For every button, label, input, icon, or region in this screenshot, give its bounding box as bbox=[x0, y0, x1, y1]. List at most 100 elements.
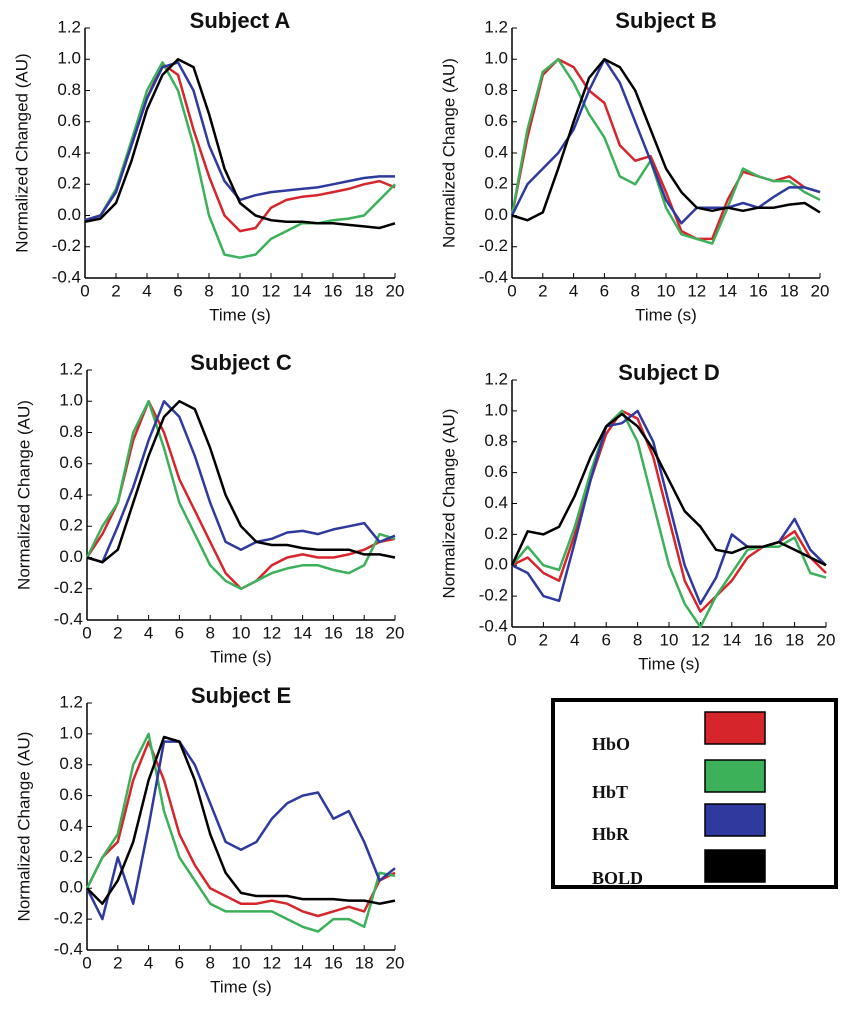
y-tick-label: 1.0 bbox=[59, 723, 83, 742]
series-line bbox=[511, 409, 827, 606]
y-tick-label: 0.4 bbox=[59, 816, 83, 835]
x-tick-label: 16 bbox=[324, 281, 343, 300]
x-tick-label: 10 bbox=[660, 630, 679, 649]
x-tick-label: 4 bbox=[142, 281, 151, 300]
legend-swatch bbox=[704, 759, 766, 793]
legend-box bbox=[551, 698, 838, 889]
x-tick-label: 12 bbox=[691, 630, 710, 649]
y-tick-label: -0.4 bbox=[54, 609, 83, 628]
x-tick-label: 6 bbox=[175, 953, 184, 972]
y-tick-label: 0.0 bbox=[59, 878, 83, 897]
x-tick-label: 18 bbox=[355, 281, 374, 300]
x-tick-label: 20 bbox=[386, 623, 405, 642]
series-line bbox=[510, 58, 821, 225]
y-tick-label: 0.8 bbox=[59, 754, 83, 773]
x-tick-label: 0 bbox=[82, 953, 91, 972]
x-tick-label: 0 bbox=[507, 281, 516, 300]
y-axis-label: Normalized Change (AU) bbox=[439, 409, 458, 599]
x-tick-label: 8 bbox=[630, 281, 639, 300]
y-tick-label: 0.4 bbox=[484, 493, 508, 512]
y-tick-label: 0.0 bbox=[59, 547, 83, 566]
x-tick-label: 18 bbox=[355, 953, 374, 972]
y-tick-label: -0.2 bbox=[54, 909, 83, 928]
x-tick-label: 14 bbox=[293, 953, 312, 972]
y-tick-label: 1.2 bbox=[59, 692, 83, 711]
x-tick-label: 12 bbox=[262, 281, 281, 300]
series-line bbox=[84, 58, 396, 230]
y-tick-label: 0.8 bbox=[484, 431, 508, 450]
chart-title: Subject B bbox=[615, 8, 716, 33]
x-tick-label: 20 bbox=[386, 953, 405, 972]
y-tick-label: 0.0 bbox=[484, 205, 508, 224]
x-tick-label: 8 bbox=[205, 953, 214, 972]
x-tick-label: 16 bbox=[754, 630, 773, 649]
x-tick-label: 20 bbox=[386, 281, 405, 300]
series-line bbox=[86, 735, 396, 905]
x-tick-label: 14 bbox=[718, 281, 737, 300]
x-tick-label: 20 bbox=[811, 281, 830, 300]
y-tick-label: 0.2 bbox=[57, 174, 81, 193]
y-tick-label: 0.0 bbox=[57, 205, 81, 224]
x-tick-label: 6 bbox=[173, 281, 182, 300]
y-tick-label: 1.0 bbox=[484, 49, 508, 68]
x-tick-label: 2 bbox=[539, 630, 548, 649]
legend-swatch bbox=[704, 849, 766, 883]
x-tick-label: 12 bbox=[687, 281, 706, 300]
x-tick-label: 10 bbox=[231, 281, 250, 300]
x-tick-label: 0 bbox=[82, 623, 91, 642]
series-line bbox=[85, 732, 396, 933]
x-tick-label: 0 bbox=[80, 281, 89, 300]
x-tick-label: 8 bbox=[204, 281, 213, 300]
x-tick-label: 14 bbox=[293, 281, 312, 300]
x-tick-label: 10 bbox=[232, 953, 251, 972]
x-axis-label: Time (s) bbox=[635, 305, 697, 324]
x-tick-label: 8 bbox=[205, 623, 214, 642]
y-tick-label: 0.4 bbox=[484, 142, 508, 161]
chart-title: Subject D bbox=[618, 360, 719, 385]
series-line bbox=[85, 400, 396, 591]
series-line bbox=[510, 58, 821, 245]
x-axis-label: Time (s) bbox=[209, 305, 271, 324]
x-tick-label: 6 bbox=[175, 623, 184, 642]
y-tick-label: 0.8 bbox=[59, 422, 83, 441]
y-tick-label: 0.2 bbox=[59, 847, 83, 866]
y-tick-label: 1.0 bbox=[57, 49, 81, 68]
series-line bbox=[510, 412, 827, 567]
series-line bbox=[84, 61, 396, 259]
y-tick-label: 1.2 bbox=[484, 369, 508, 388]
y-tick-label: 0.2 bbox=[484, 174, 508, 193]
x-tick-label: 10 bbox=[657, 281, 676, 300]
series-line bbox=[85, 740, 396, 921]
chart-title: Subject E bbox=[191, 683, 291, 708]
y-tick-label: -0.4 bbox=[479, 267, 508, 286]
x-tick-label: 8 bbox=[633, 630, 642, 649]
y-axis-label: Normalized Change (AU) bbox=[14, 400, 33, 590]
y-axis-label: Normalized Change (AU) bbox=[439, 58, 458, 248]
x-tick-label: 4 bbox=[144, 623, 153, 642]
y-tick-label: -0.2 bbox=[52, 236, 81, 255]
y-tick-label: -0.4 bbox=[52, 267, 81, 286]
y-tick-label: 0.6 bbox=[484, 462, 508, 481]
x-tick-label: 4 bbox=[569, 281, 578, 300]
y-tick-label: -0.2 bbox=[479, 586, 508, 605]
legend-label: HbO bbox=[592, 734, 630, 754]
y-tick-label: 1.2 bbox=[57, 17, 81, 36]
x-tick-label: 4 bbox=[570, 630, 579, 649]
x-tick-label: 14 bbox=[722, 630, 741, 649]
legend-swatch bbox=[704, 803, 766, 837]
x-tick-label: 12 bbox=[262, 953, 281, 972]
y-axis-label: Normalized Change (AU) bbox=[14, 732, 33, 922]
series-line bbox=[511, 58, 821, 222]
y-tick-label: 1.2 bbox=[484, 17, 508, 36]
series-line bbox=[510, 58, 821, 241]
x-tick-label: 14 bbox=[293, 623, 312, 642]
y-tick-label: -0.4 bbox=[479, 616, 508, 635]
series-line bbox=[511, 409, 827, 629]
y-tick-label: -0.2 bbox=[479, 236, 508, 255]
series-line bbox=[84, 61, 395, 222]
x-tick-label: 6 bbox=[601, 630, 610, 649]
chart-title: Subject A bbox=[190, 8, 291, 33]
y-tick-label: 1.0 bbox=[59, 391, 83, 410]
series-line bbox=[85, 740, 396, 918]
y-tick-label: 0.6 bbox=[59, 785, 83, 804]
